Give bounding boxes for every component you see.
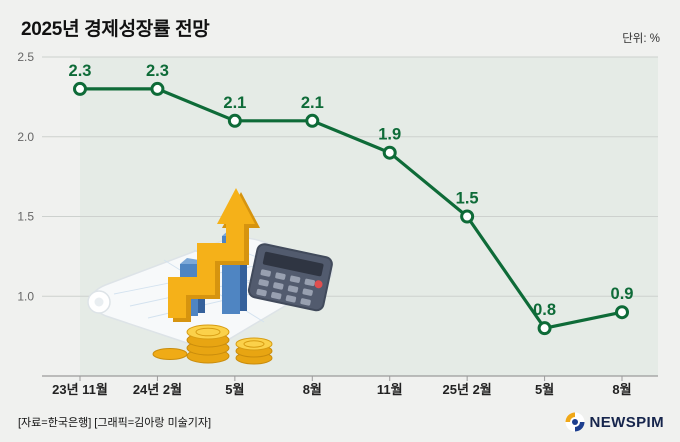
- svg-text:0.9: 0.9: [611, 285, 634, 303]
- page-title: 2025년 경제성장률 전망: [21, 19, 210, 40]
- finance-illustration: [87, 188, 333, 365]
- growth-arrow-icon: [168, 188, 260, 322]
- svg-text:8월: 8월: [303, 382, 322, 397]
- svg-text:1.9: 1.9: [378, 126, 401, 144]
- svg-text:23년 11월: 23년 11월: [52, 382, 108, 397]
- svg-text:8월: 8월: [612, 382, 631, 397]
- svg-text:2.1: 2.1: [223, 94, 246, 112]
- calculator-icon: [247, 243, 333, 312]
- svg-text:5월: 5월: [535, 382, 554, 397]
- svg-text:2.3: 2.3: [69, 62, 92, 80]
- coins-icon: [152, 324, 273, 365]
- svg-text:0.8: 0.8: [533, 301, 556, 319]
- brand-name: NEWSPIM: [589, 413, 664, 431]
- svg-text:11월: 11월: [377, 382, 403, 397]
- unit-label: 단위: %: [622, 33, 660, 45]
- source-credits: [자료=한국은행] [그래픽=김아랑 미술기자]: [18, 417, 212, 429]
- svg-text:2.1: 2.1: [301, 94, 324, 112]
- svg-text:2.5: 2.5: [17, 50, 34, 64]
- svg-text:2.0: 2.0: [17, 130, 34, 144]
- svg-text:2.3: 2.3: [146, 62, 169, 80]
- brand-logo: NEWSPIM: [565, 412, 664, 432]
- svg-text:5월: 5월: [225, 382, 244, 397]
- svg-text:1.0: 1.0: [17, 289, 34, 303]
- svg-text:1.5: 1.5: [17, 210, 34, 224]
- svg-text:1.5: 1.5: [456, 190, 479, 208]
- newspim-logo-icon: [565, 412, 585, 432]
- svg-text:25년 2월: 25년 2월: [443, 382, 492, 397]
- svg-text:24년 2월: 24년 2월: [133, 382, 182, 397]
